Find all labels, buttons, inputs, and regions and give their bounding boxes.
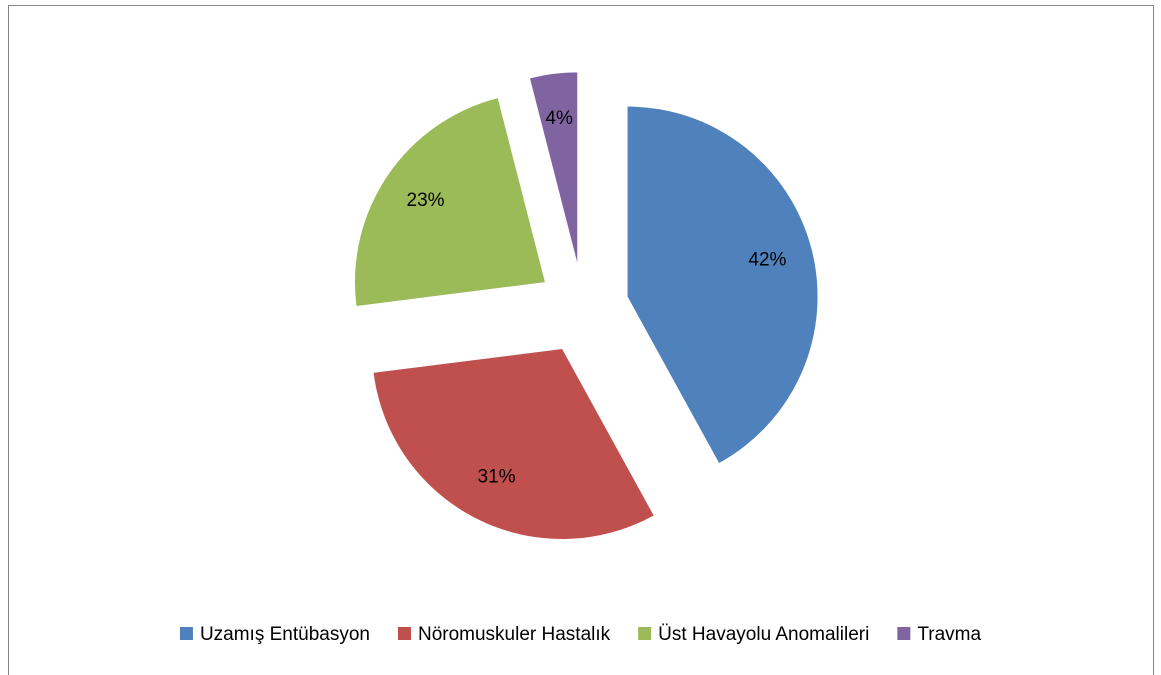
data-label: 4%	[545, 108, 573, 129]
legend-swatch	[897, 627, 911, 640]
legend-label: Uzamış Entübasyon	[200, 624, 370, 645]
legend-label: Nöromuskuler Hastalık	[418, 624, 611, 645]
legend-swatch	[397, 627, 411, 640]
pie-slice	[529, 72, 578, 263]
legend-label: Üst Havayolu Anomalileri	[658, 624, 869, 645]
pie-slice	[373, 348, 654, 539]
data-label: 42%	[748, 250, 786, 271]
pie-slice	[627, 106, 818, 464]
legend-swatch	[638, 627, 652, 640]
legend-label: Travma	[917, 624, 981, 645]
legend-swatch	[179, 627, 193, 640]
chart-frame	[8, 5, 1154, 675]
data-label: 31%	[478, 467, 516, 488]
data-label: 23%	[407, 190, 445, 211]
pie-slice	[354, 98, 545, 306]
